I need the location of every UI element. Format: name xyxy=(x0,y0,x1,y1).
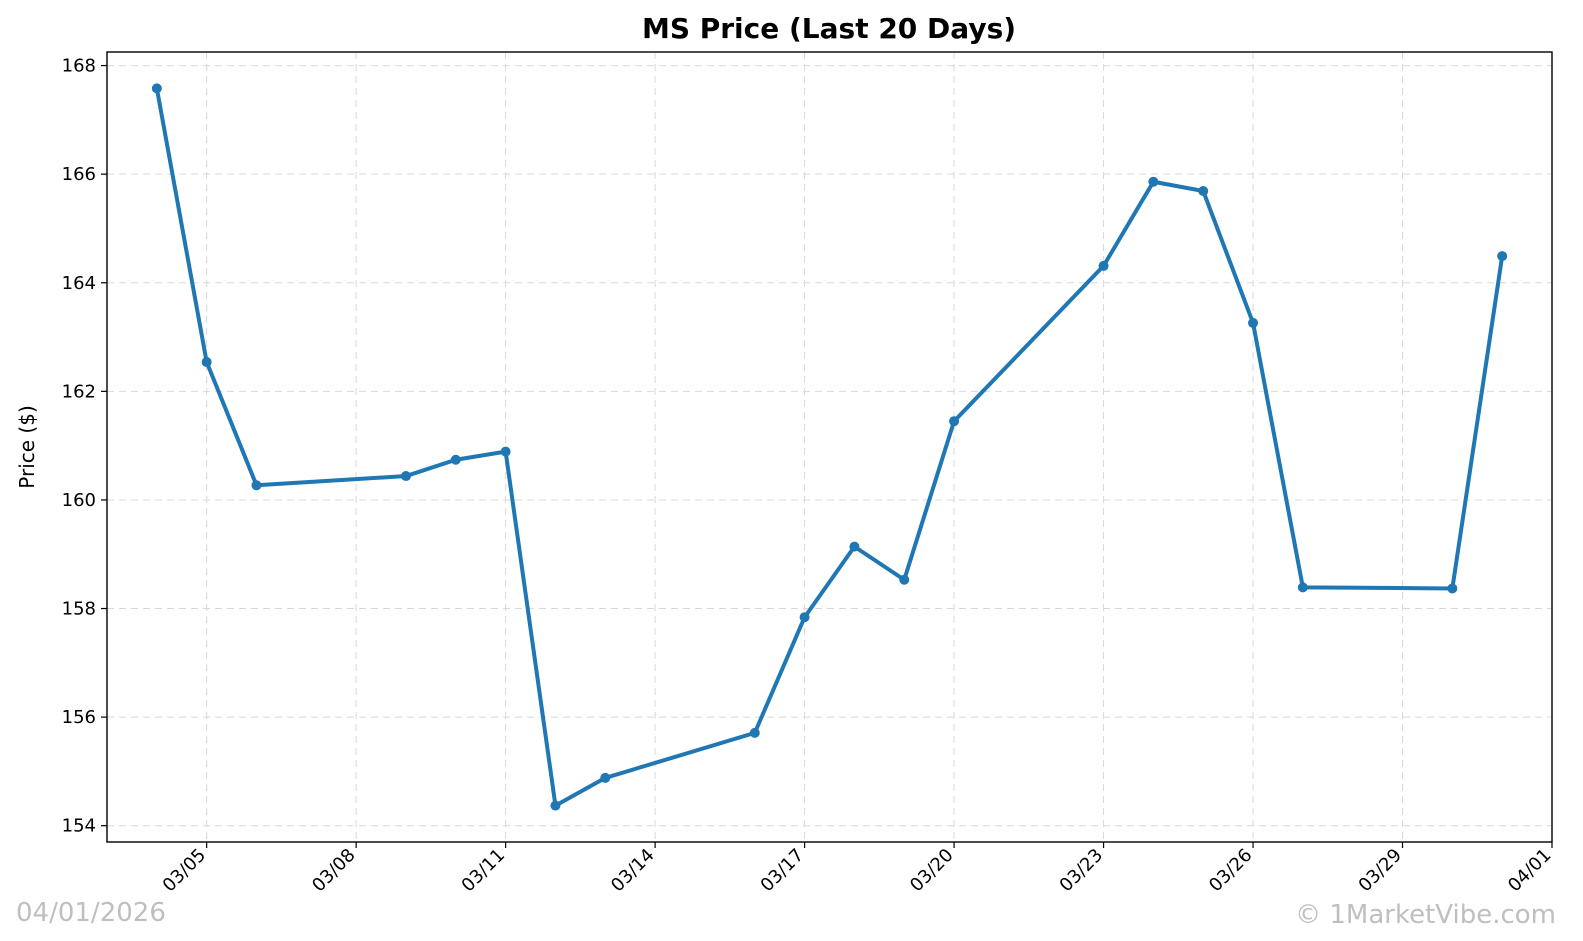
x-tick-label: 03/20 xyxy=(906,845,958,897)
data-point xyxy=(849,541,860,552)
data-point xyxy=(550,800,561,811)
date-watermark: 04/01/2026 xyxy=(16,898,166,928)
data-point xyxy=(1248,317,1259,328)
x-tick-label: 03/11 xyxy=(458,845,510,897)
data-point xyxy=(600,772,611,783)
x-tick-label: 03/29 xyxy=(1355,845,1407,897)
data-point xyxy=(1098,260,1109,271)
grid-lines xyxy=(107,52,1553,842)
data-point xyxy=(899,574,910,585)
x-tick-label: 03/05 xyxy=(159,845,211,897)
series-layer xyxy=(151,83,1508,811)
y-tick-label: 160 xyxy=(62,490,96,511)
x-tick-label: 03/14 xyxy=(607,845,659,897)
site-watermark: © 1MarketVibe.com xyxy=(1295,900,1556,930)
data-point xyxy=(400,471,411,482)
y-axis: 154 156 158 160 162 164 166 168 xyxy=(62,56,107,837)
chart-title: MS Price (Last 20 Days) xyxy=(642,12,1016,45)
data-point xyxy=(201,357,212,368)
x-tick-label: 03/26 xyxy=(1205,845,1257,897)
data-point xyxy=(1148,176,1159,187)
y-axis-label: Price ($) xyxy=(15,405,39,488)
y-tick-label: 162 xyxy=(62,381,96,402)
x-tick-label: 04/01 xyxy=(1504,845,1556,897)
data-point xyxy=(251,480,262,491)
x-tick-label: 03/17 xyxy=(757,845,809,897)
data-point xyxy=(151,83,162,94)
data-point xyxy=(1198,185,1209,196)
y-tick-label: 158 xyxy=(62,599,96,620)
series-line xyxy=(154,86,1505,808)
data-point xyxy=(949,416,960,427)
data-point xyxy=(799,612,810,623)
y-tick-label: 166 xyxy=(62,164,96,185)
data-point xyxy=(500,446,511,457)
plot-frame xyxy=(106,51,1553,843)
data-point xyxy=(1297,582,1308,593)
x-axis: 03/05 03/08 03/11 03/14 03/17 03/20 03/23 03/26… xyxy=(159,842,1556,896)
y-tick-label: 156 xyxy=(62,707,96,728)
data-point xyxy=(1447,583,1458,594)
x-tick-label: 03/23 xyxy=(1056,845,1108,897)
y-tick-label: 164 xyxy=(62,273,96,294)
data-point xyxy=(749,727,760,738)
x-tick-label: 03/08 xyxy=(308,845,360,897)
data-point xyxy=(1497,251,1508,262)
y-tick-label: 154 xyxy=(62,816,96,837)
y-tick-label: 168 xyxy=(62,56,96,77)
data-point xyxy=(450,454,461,465)
